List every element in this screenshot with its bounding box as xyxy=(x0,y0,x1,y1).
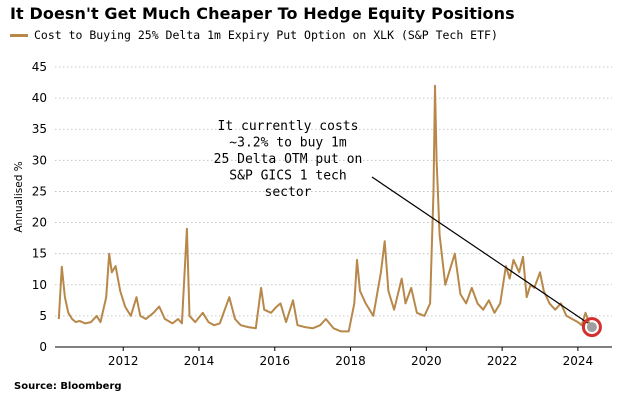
y-tick-40: 40 xyxy=(32,91,47,105)
y-tick-25: 25 xyxy=(32,184,47,198)
annotation-line-5: sector xyxy=(265,185,312,200)
y-tick-30: 30 xyxy=(32,153,47,167)
x-tick-2012: 2012 xyxy=(108,354,139,368)
source-note: Source: Bloomberg xyxy=(14,381,122,392)
y-axis-label: Annualised % xyxy=(13,161,25,232)
legend-label: Cost to Buying 25% Delta 1m Expiry Put O… xyxy=(34,28,498,42)
current-value-dot xyxy=(586,322,597,333)
x-tick-labels: 2012 2014 2016 2018 2020 2022 2024 xyxy=(108,347,593,368)
y-tick-35: 35 xyxy=(32,122,47,136)
legend-swatch xyxy=(10,33,28,37)
x-tick-2024: 2024 xyxy=(563,354,594,368)
y-tick-45: 45 xyxy=(32,60,47,74)
grid-lines xyxy=(55,66,612,348)
y-tick-0: 0 xyxy=(39,340,47,354)
chart-title: It Doesn't Get Much Cheaper To Hedge Equ… xyxy=(10,4,515,23)
current-value-marker xyxy=(581,317,602,338)
annotation-line-2: ~3.2% to buy 1m xyxy=(229,136,347,151)
y-tick-labels: 0 5 10 15 20 25 30 35 40 45 xyxy=(32,60,47,354)
annotation-line-4: S&P GICS 1 tech xyxy=(229,169,346,184)
x-tick-2014: 2014 xyxy=(184,354,215,368)
legend: Cost to Buying 25% Delta 1m Expiry Put O… xyxy=(10,28,498,42)
y-tick-20: 20 xyxy=(32,216,47,230)
y-tick-10: 10 xyxy=(32,278,47,292)
x-tick-2018: 2018 xyxy=(335,354,366,368)
x-tick-2016: 2016 xyxy=(259,354,290,368)
x-tick-2022: 2022 xyxy=(487,354,518,368)
annotation-line-3: 25 Delta OTM put on xyxy=(214,152,363,167)
annotation-arrow xyxy=(371,176,589,324)
x-tick-2020: 2020 xyxy=(411,354,442,368)
series-line xyxy=(57,84,593,333)
y-tick-15: 15 xyxy=(32,247,47,261)
y-tick-5: 5 xyxy=(39,309,47,323)
annotation-line-1: It currently costs xyxy=(218,119,359,134)
